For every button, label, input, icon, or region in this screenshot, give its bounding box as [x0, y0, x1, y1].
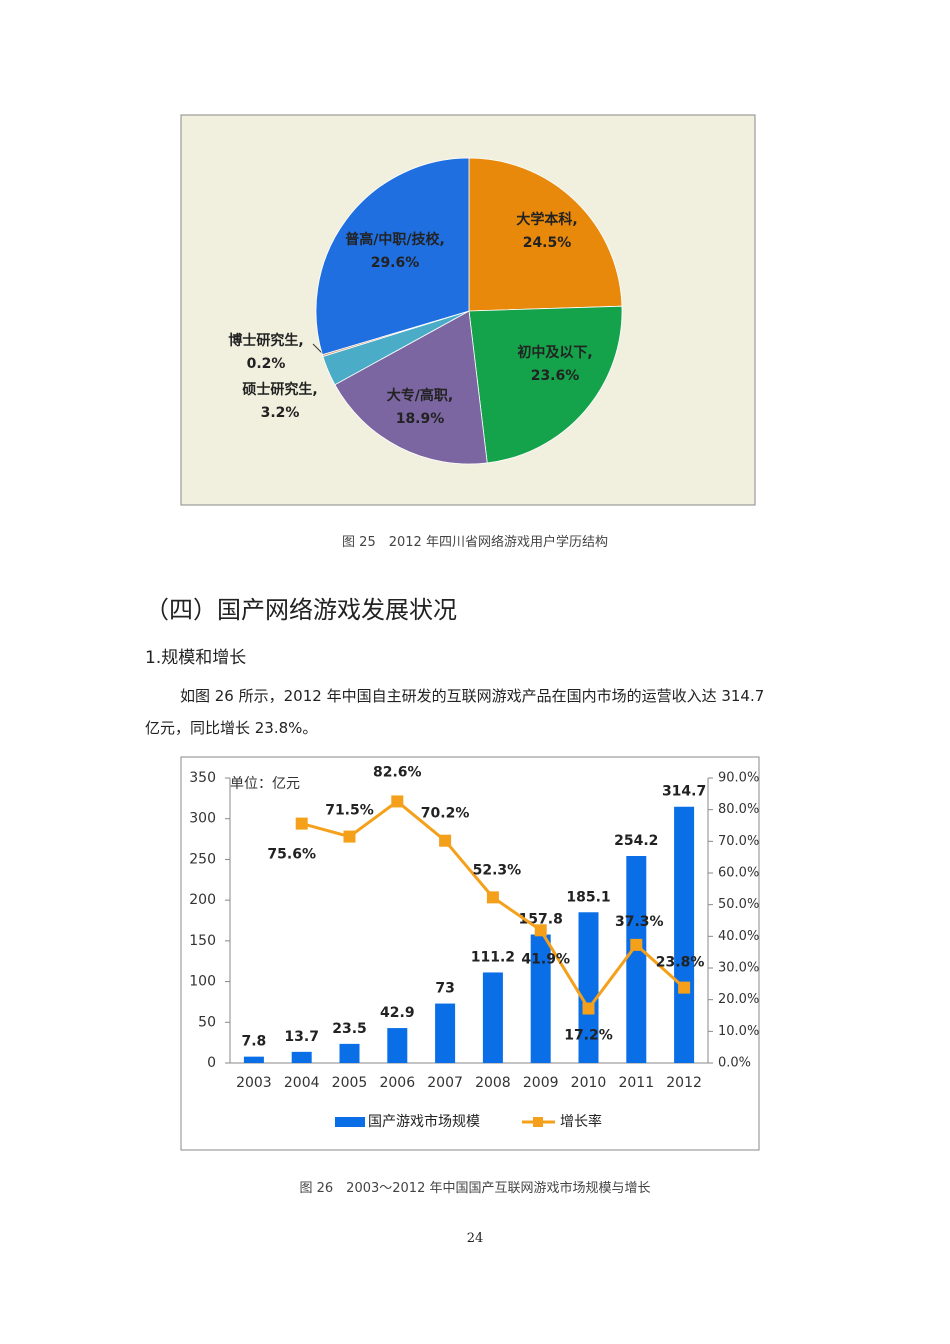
line-value-label: 75.6%	[267, 847, 316, 863]
slice-value-label: 24.5%	[523, 235, 572, 251]
slice-value-label: 18.9%	[396, 411, 445, 427]
y-tick-label: 200	[189, 892, 216, 908]
x-tick-label: 2006	[379, 1075, 415, 1091]
bar	[435, 1003, 456, 1063]
x-tick-label: 2011	[618, 1075, 654, 1091]
bar-value-label: 73	[435, 981, 454, 997]
x-tick-label: 2005	[332, 1075, 368, 1091]
x-tick-label: 2009	[523, 1075, 559, 1091]
slice-value-label: 0.2%	[247, 356, 286, 372]
bar	[578, 912, 599, 1063]
x-tick-label: 2004	[284, 1075, 320, 1091]
leader-line	[312, 343, 323, 354]
bar-value-label: 7.8	[241, 1034, 266, 1050]
y-tick-label: 300	[189, 811, 216, 827]
slice-value-label: 29.6%	[371, 255, 420, 271]
slice-value-label: 3.2%	[261, 405, 300, 421]
x-tick-label: 2008	[475, 1075, 511, 1091]
y2-tick-label: 70.0%	[718, 834, 759, 849]
section-heading: （四）国产网络游戏发展状况	[145, 596, 457, 624]
bar-value-label: 185.1	[566, 889, 610, 905]
line-marker	[582, 1002, 595, 1015]
bar	[291, 1051, 312, 1063]
slice-label: 硕士研究生,	[242, 381, 317, 398]
bar	[674, 806, 695, 1063]
bar-value-label: 111.2	[471, 949, 515, 965]
y2-tick-label: 90.0%	[718, 771, 759, 786]
line-value-label: 71.5%	[325, 803, 374, 819]
y-tick-label: 0	[207, 1055, 216, 1071]
page-number: 24	[466, 1231, 484, 1246]
y-tick-label: 50	[198, 1014, 216, 1030]
slice-label: 初中及以下,	[517, 344, 592, 361]
slice-label: 大专/高职,	[387, 387, 453, 404]
line-marker	[678, 981, 691, 994]
figure-caption: 图 25 2012 年四川省网络游戏用户学历结构	[342, 535, 608, 550]
bar-value-label: 254.2	[614, 833, 658, 849]
legend-label: 增长率	[560, 1113, 602, 1130]
paragraph-line: 亿元，同比增长 23.8%。	[145, 719, 318, 737]
line-marker	[391, 795, 404, 808]
y-tick-label: 250	[189, 851, 216, 867]
y2-tick-label: 80.0%	[718, 802, 759, 817]
y-tick-label: 100	[189, 974, 216, 990]
line-value-label: 82.6%	[373, 764, 422, 780]
slice-value-label: 23.6%	[531, 368, 580, 384]
bar-value-label: 314.7	[662, 784, 706, 800]
x-tick-label: 2003	[236, 1075, 272, 1091]
unit-annotation: 单位：亿元	[230, 776, 300, 792]
bar	[243, 1056, 264, 1063]
y2-tick-label: 50.0%	[718, 897, 759, 912]
line-marker	[439, 834, 452, 847]
bar	[626, 856, 647, 1063]
line-value-label: 17.2%	[564, 1028, 613, 1044]
y2-tick-label: 20.0%	[718, 992, 759, 1007]
line-value-label: 70.2%	[421, 806, 470, 822]
line-marker	[534, 924, 547, 937]
slice-label: 博士研究生,	[228, 332, 303, 349]
legend-label: 国产游戏市场规模	[368, 1113, 480, 1130]
legend-swatch	[335, 1117, 365, 1127]
y2-tick-label: 0.0%	[718, 1056, 751, 1071]
paragraph-line: 如图 26 所示，2012 年中国自主研发的互联网游戏产品在国内市场的运营收入达…	[180, 687, 765, 705]
bar	[482, 972, 503, 1063]
line-marker	[630, 938, 643, 951]
line-value-label: 37.3%	[615, 914, 664, 930]
bar	[387, 1028, 408, 1063]
pie-slice	[468, 157, 623, 312]
figure-caption: 图 26 2003～2012 年中国国产互联网游戏市场规模与增长	[299, 1181, 651, 1196]
x-tick-label: 2007	[427, 1075, 463, 1091]
pie-slice	[468, 305, 623, 464]
y2-tick-label: 30.0%	[718, 961, 759, 976]
line-value-label: 52.3%	[473, 862, 522, 878]
y-tick-label: 350	[189, 770, 216, 786]
combo-frame	[180, 756, 760, 1151]
x-tick-label: 2010	[571, 1075, 607, 1091]
line-value-label: 23.8%	[656, 955, 705, 971]
bar	[339, 1043, 360, 1063]
slice-label: 普高/中职/技校,	[345, 231, 445, 248]
bar-value-label: 13.7	[284, 1029, 319, 1045]
subheading: 1.规模和增长	[145, 648, 247, 668]
line-marker	[343, 830, 356, 843]
bar-value-label: 42.9	[380, 1005, 415, 1021]
legend-swatch	[533, 1117, 543, 1127]
line-marker	[295, 817, 308, 830]
pie-slice	[315, 157, 470, 356]
pie-slice	[334, 310, 488, 465]
line-value-label: 41.9%	[521, 951, 570, 967]
y2-tick-label: 10.0%	[718, 1024, 759, 1039]
line-marker	[486, 891, 499, 904]
y-tick-label: 150	[189, 933, 216, 949]
x-tick-label: 2012	[666, 1075, 702, 1091]
y2-tick-label: 40.0%	[718, 929, 759, 944]
slice-label: 大学本科,	[516, 211, 577, 228]
y2-tick-label: 60.0%	[718, 866, 759, 881]
bar-value-label: 23.5	[332, 1021, 367, 1037]
bar	[530, 934, 551, 1063]
